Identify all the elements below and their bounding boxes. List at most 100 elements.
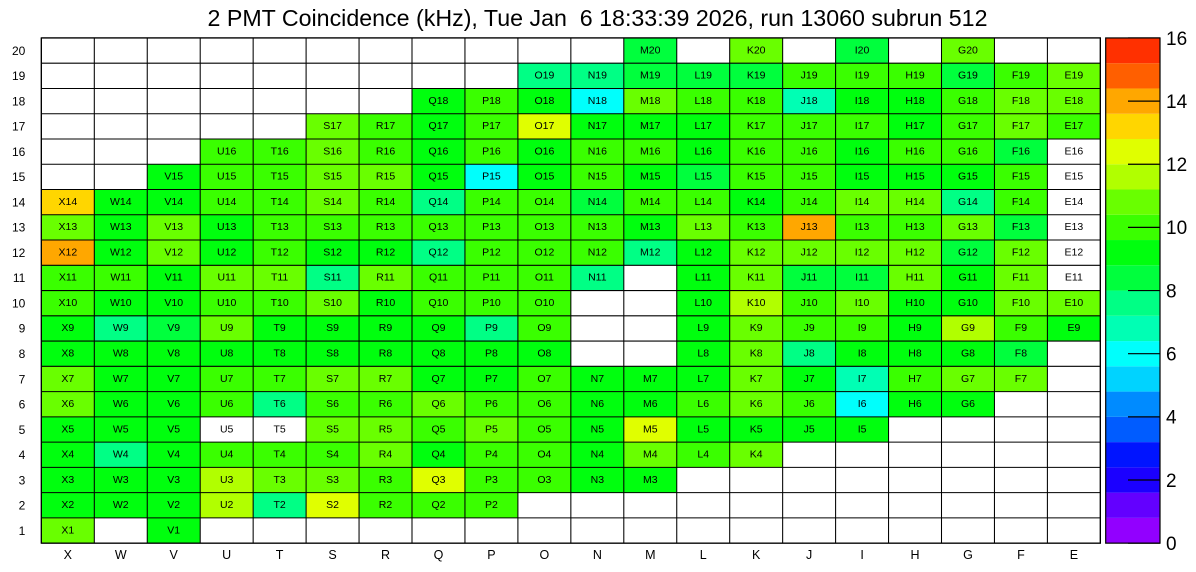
svg-text:U2: U2 (220, 499, 234, 511)
svg-text:H19: H19 (905, 70, 924, 82)
svg-text:I13: I13 (855, 221, 870, 233)
svg-text:O18: O18 (534, 95, 554, 107)
svg-text:F18: F18 (1012, 95, 1030, 107)
svg-text:M20: M20 (640, 44, 661, 56)
svg-text:H: H (911, 548, 920, 562)
svg-text:P8: P8 (485, 348, 498, 360)
svg-text:I: I (860, 548, 863, 562)
svg-text:I16: I16 (855, 145, 870, 157)
svg-text:K5: K5 (750, 423, 763, 435)
svg-text:I6: I6 (858, 398, 867, 410)
svg-text:O17: O17 (534, 120, 554, 132)
svg-text:S6: S6 (326, 398, 339, 410)
svg-text:G7: G7 (961, 373, 975, 385)
svg-text:R12: R12 (376, 246, 395, 258)
svg-text:I8: I8 (858, 348, 867, 360)
svg-text:K9: K9 (750, 322, 763, 334)
svg-text:S2: S2 (326, 499, 339, 511)
svg-text:L15: L15 (694, 171, 712, 183)
svg-text:U15: U15 (217, 171, 236, 183)
svg-text:K18: K18 (747, 95, 766, 107)
svg-text:N17: N17 (588, 120, 607, 132)
svg-text:T15: T15 (271, 171, 289, 183)
svg-text:M13: M13 (640, 221, 661, 233)
svg-text:15: 15 (12, 170, 26, 184)
svg-text:S10: S10 (323, 297, 342, 309)
svg-text:P13: P13 (482, 221, 501, 233)
svg-text:K12: K12 (747, 246, 766, 258)
svg-text:S3: S3 (326, 474, 339, 486)
svg-text:O11: O11 (535, 272, 554, 284)
svg-text:F17: F17 (1012, 120, 1030, 132)
svg-text:R17: R17 (376, 120, 395, 132)
svg-text:U6: U6 (220, 398, 234, 410)
svg-text:O4: O4 (537, 449, 551, 461)
svg-text:R9: R9 (379, 322, 393, 334)
svg-text:K8: K8 (750, 348, 763, 360)
svg-text:11: 11 (13, 271, 26, 285)
svg-text:G18: G18 (958, 95, 978, 107)
svg-text:Q16: Q16 (429, 145, 449, 157)
svg-text:E11: E11 (1065, 272, 1083, 284)
svg-text:J15: J15 (801, 171, 818, 183)
svg-text:X1: X1 (61, 524, 74, 536)
svg-text:I10: I10 (855, 297, 870, 309)
svg-text:X9: X9 (61, 322, 74, 334)
svg-text:N5: N5 (591, 423, 605, 435)
svg-text:E15: E15 (1065, 171, 1084, 183)
svg-text:H7: H7 (908, 373, 922, 385)
svg-text:M15: M15 (640, 171, 661, 183)
svg-text:X14: X14 (58, 196, 77, 208)
svg-text:W6: W6 (113, 398, 129, 410)
svg-text:V7: V7 (167, 373, 180, 385)
svg-text:L18: L18 (694, 95, 712, 107)
svg-text:X5: X5 (61, 423, 74, 435)
svg-text:Q13: Q13 (429, 221, 449, 233)
svg-text:T8: T8 (273, 348, 285, 360)
svg-text:G16: G16 (958, 145, 978, 157)
svg-text:O14: O14 (534, 196, 554, 208)
svg-text:N3: N3 (591, 474, 605, 486)
svg-text:K10: K10 (747, 297, 766, 309)
svg-text:J14: J14 (801, 196, 818, 208)
svg-text:U14: U14 (217, 196, 236, 208)
svg-text:V15: V15 (164, 171, 183, 183)
svg-text:Q8: Q8 (431, 348, 445, 360)
svg-text:I14: I14 (855, 196, 870, 208)
svg-text:W: W (115, 548, 127, 562)
svg-text:F14: F14 (1012, 196, 1030, 208)
svg-text:Q: Q (434, 548, 444, 562)
svg-text:F13: F13 (1012, 221, 1030, 233)
svg-text:R14: R14 (376, 196, 395, 208)
svg-text:H8: H8 (908, 348, 922, 360)
svg-text:P15: P15 (482, 171, 501, 183)
svg-text:R6: R6 (379, 398, 393, 410)
svg-text:X: X (64, 548, 73, 562)
svg-text:X11: X11 (59, 272, 77, 284)
svg-text:H9: H9 (908, 322, 922, 334)
svg-text:R7: R7 (379, 373, 393, 385)
svg-text:O10: O10 (534, 297, 554, 309)
svg-text:P4: P4 (485, 449, 498, 461)
svg-text:L7: L7 (697, 373, 709, 385)
svg-text:Q3: Q3 (431, 474, 445, 486)
svg-text:I18: I18 (855, 95, 870, 107)
svg-text:H15: H15 (905, 171, 924, 183)
svg-text:S7: S7 (326, 373, 339, 385)
svg-text:L6: L6 (697, 398, 709, 410)
svg-text:14: 14 (12, 195, 26, 209)
svg-text:G15: G15 (958, 171, 978, 183)
svg-text:K11: K11 (747, 272, 765, 284)
svg-text:K4: K4 (750, 449, 763, 461)
svg-text:O8: O8 (537, 348, 551, 360)
svg-text:S9: S9 (326, 322, 339, 334)
svg-text:G17: G17 (958, 120, 978, 132)
svg-text:K16: K16 (747, 145, 766, 157)
svg-text:E10: E10 (1065, 297, 1084, 309)
svg-text:R16: R16 (376, 145, 395, 157)
svg-text:G9: G9 (961, 322, 975, 334)
svg-text:L19: L19 (694, 70, 712, 82)
svg-text:O16: O16 (534, 145, 554, 157)
svg-text:S5: S5 (326, 423, 339, 435)
svg-text:R4: R4 (379, 449, 393, 461)
